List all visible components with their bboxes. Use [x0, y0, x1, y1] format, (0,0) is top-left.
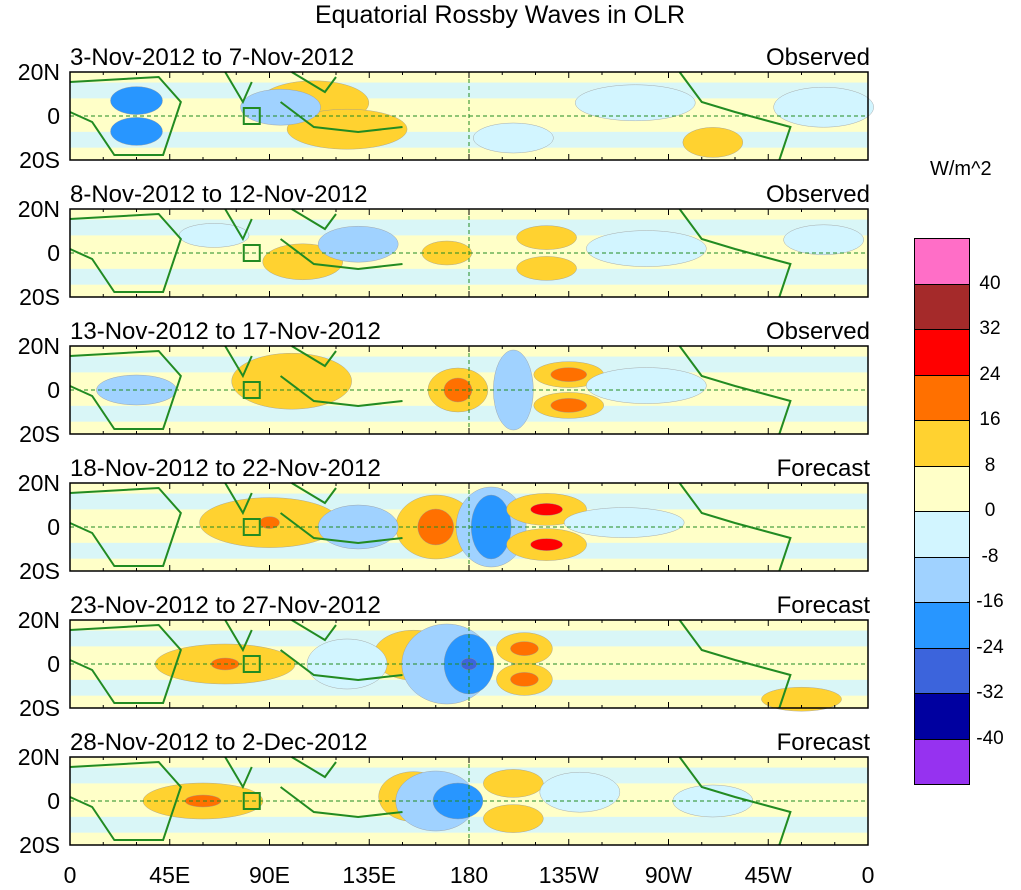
lat-label: 0 [47, 788, 60, 814]
lon-label: 45W [744, 862, 792, 888]
colorbar-swatch [914, 238, 970, 285]
panel-type: Observed [765, 318, 870, 345]
colorbar-label: -16 [976, 591, 1004, 612]
panel-date-range: 23-Nov-2012 to 27-Nov-2012 [70, 592, 381, 619]
panel-type: Observed [765, 181, 870, 208]
colorbar-swatch [914, 647, 970, 694]
colorbar-label: -24 [976, 636, 1004, 658]
colorbar-label: 16 [979, 409, 1001, 430]
lat-label: 20S [19, 421, 60, 447]
map-panel [69, 482, 869, 572]
lat-label: 0 [47, 651, 60, 677]
lat-label: 20S [19, 832, 60, 858]
lon-label: 90E [249, 862, 290, 888]
lat-label: 0 [47, 514, 60, 540]
lat-label: 20S [19, 284, 60, 310]
colorbar-swatch [914, 374, 970, 421]
colorbar-label: 8 [984, 454, 996, 476]
colorbar-label: -32 [976, 682, 1004, 703]
map-panel [69, 756, 869, 846]
colorbar-label: 24 [979, 363, 1001, 385]
lon-label: 180 [449, 862, 489, 888]
lon-label: 135W [538, 862, 599, 888]
colorbar-swatch [914, 465, 970, 512]
map-panel [69, 71, 874, 161]
lat-label: 20N [17, 470, 60, 496]
colorbar-swatch [914, 556, 970, 603]
panel-date-range: 3-Nov-2012 to 7-Nov-2012 [70, 44, 355, 71]
lat-label: 20N [17, 607, 60, 633]
colorbar-swatch [914, 329, 970, 376]
colorbar-units: W/m^2 [930, 158, 992, 180]
panel-type: Forecast [776, 455, 870, 482]
colorbar-swatch [914, 738, 970, 785]
lon-label: 90W [644, 862, 693, 888]
panel-date-range: 18-Nov-2012 to 22-Nov-2012 [70, 455, 381, 482]
panel-type: Forecast [776, 729, 870, 756]
lon-label: 45E [149, 862, 191, 888]
colorbar-label: 32 [979, 318, 1001, 339]
colorbar-label: 40 [979, 272, 1001, 294]
lon-label: 0 [861, 862, 875, 888]
lat-label: 20N [17, 333, 60, 359]
lat-label: 20S [19, 147, 60, 173]
figure-title: Equatorial Rossby Waves in OLR [314, 1, 686, 29]
lat-label: 0 [47, 240, 60, 266]
lat-label: 20N [17, 196, 60, 222]
lat-label: 0 [47, 103, 60, 129]
lon-label: 0 [63, 862, 77, 888]
lat-label: 20N [17, 59, 60, 85]
panel-type: Forecast [776, 592, 870, 619]
panel-date-range: 8-Nov-2012 to 12-Nov-2012 [70, 181, 368, 208]
colorbar-label: -8 [981, 545, 999, 567]
panel-date-range: 13-Nov-2012 to 17-Nov-2012 [70, 318, 381, 345]
map-panel [69, 345, 869, 435]
colorbar-swatch [914, 602, 970, 649]
lat-label: 20N [17, 744, 60, 770]
lon-label: 135E [342, 862, 397, 888]
lat-label: 0 [47, 377, 60, 403]
map-panel [69, 208, 869, 298]
lat-label: 20S [19, 695, 60, 721]
map-panel [69, 619, 869, 712]
lat-label: 20S [19, 558, 60, 584]
panel-type: Observed [765, 44, 870, 71]
colorbar-label: 0 [984, 500, 996, 521]
panel-date-range: 28-Nov-2012 to 2-Dec-2012 [70, 729, 368, 756]
colorbar-label: -40 [976, 727, 1004, 749]
